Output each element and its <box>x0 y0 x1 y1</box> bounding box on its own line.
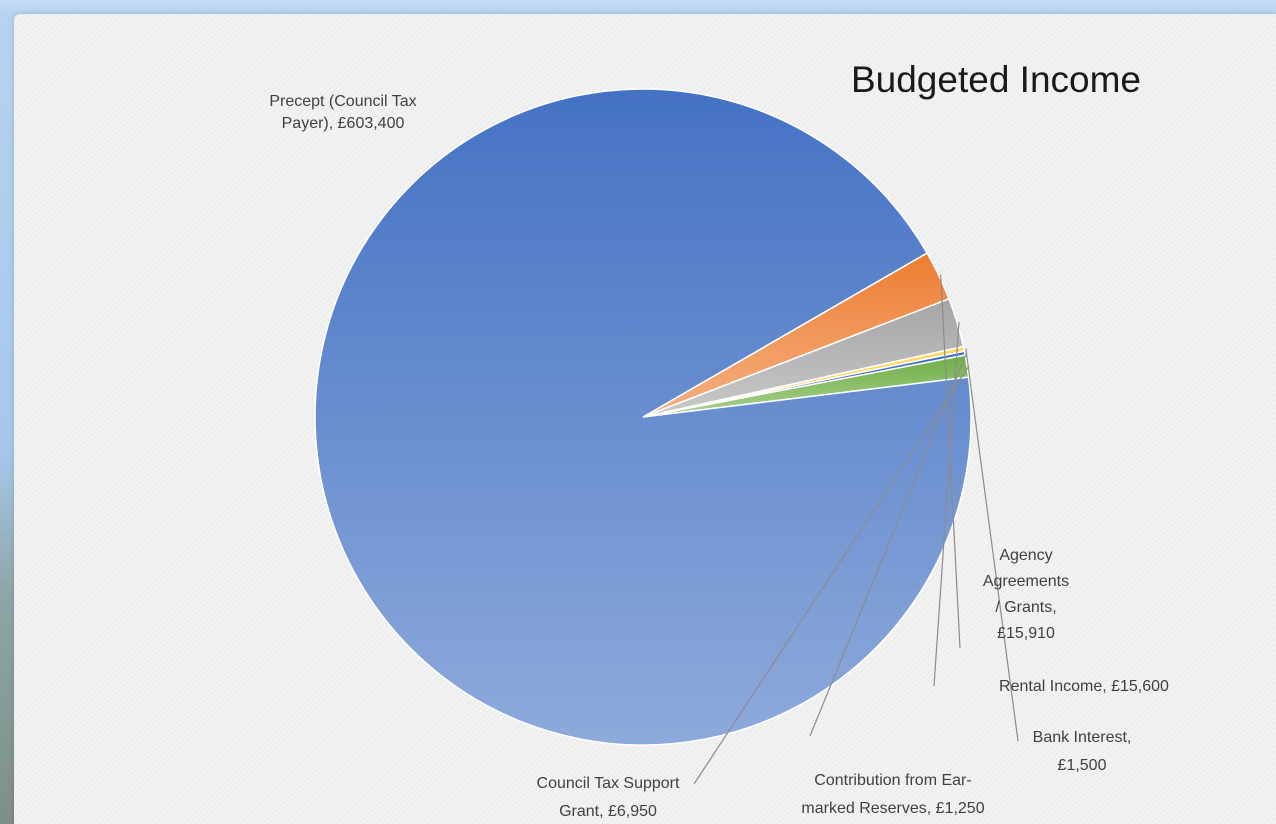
leader-line <box>693 365 970 785</box>
leader-line <box>965 348 1019 742</box>
data-label: Agency Agreements / Grants, £15,910 <box>983 547 1069 642</box>
background-photo-strip <box>0 0 18 824</box>
leader-line <box>940 274 961 649</box>
pie-chart: Budgeted Income Precept (Council Tax Paye… <box>269 59 1169 820</box>
data-label: Bank Interest, £1,500 <box>1033 729 1132 774</box>
chart-title: Budgeted Income <box>851 59 1141 100</box>
data-label: Council Tax Support Grant, £6,950 <box>537 775 680 820</box>
pie-slice-precept-council-tax-payer <box>314 88 972 746</box>
data-label: Precept (Council Tax Payer), £603,400 <box>269 93 416 132</box>
data-labels: Precept (Council Tax Payer), £603,400 Agen… <box>269 93 1169 820</box>
data-label: Contribution from Ear-marked Reserves, £… <box>801 772 984 817</box>
pie-slices <box>314 88 972 746</box>
background-sky-strip <box>0 0 1276 16</box>
leader-line <box>809 352 968 737</box>
data-label: Rental Income, £15,600 <box>999 678 1169 695</box>
chart-panel: Budgeted Income Precept (Council Tax Paye… <box>14 14 1276 824</box>
leader-lines <box>693 274 1019 785</box>
